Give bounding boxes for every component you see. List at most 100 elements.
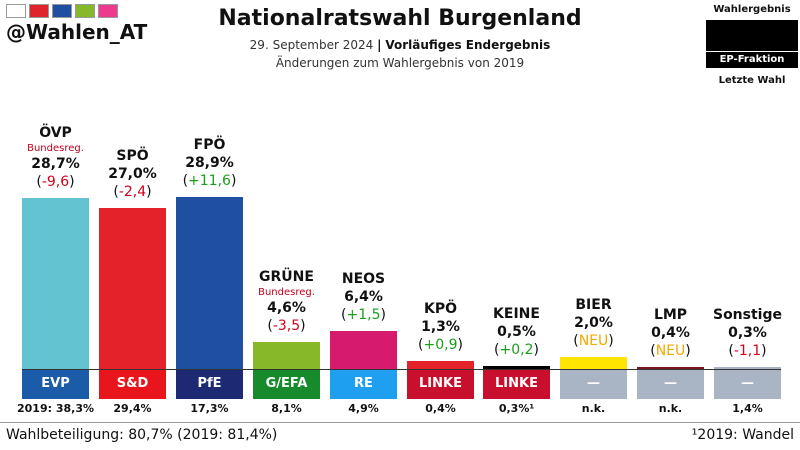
change-label: (-9,6) (6, 174, 106, 190)
change-label: (-3,5) (237, 318, 337, 334)
change-value: NEU (655, 342, 686, 359)
party-label: FPÖ (193, 136, 226, 153)
paren-close: ) (69, 173, 75, 190)
bar (407, 361, 474, 369)
last-election-label: n.k. (658, 402, 683, 415)
last-election-label: 17,3% (190, 402, 229, 415)
paren-close: ) (457, 337, 463, 354)
last-election-label: 29,4% (113, 402, 152, 415)
party-label: SPÖ (116, 147, 149, 164)
paren-open: ( (113, 183, 119, 200)
party-label: GRÜNE (259, 268, 314, 285)
change-label: (+1,5) (314, 307, 414, 323)
party-label: KPÖ (423, 301, 457, 318)
value-label: 6,4% (344, 288, 383, 305)
turnout-note: Wahlbeteiligung: 80,7% (2019: 81,4%) (6, 427, 278, 443)
party-label: KEINE (493, 306, 540, 323)
party-label: LMP (653, 306, 688, 323)
change-value: +0,9 (423, 337, 458, 354)
flag-icon (29, 4, 49, 18)
legend-last-label: Letzte Wahl (718, 75, 786, 86)
change-label: (-1,1) (698, 343, 798, 359)
flag-strip (6, 4, 118, 18)
paren-open: ( (36, 173, 42, 190)
change-label: (NEU) (544, 333, 644, 349)
paren-close: ) (300, 317, 306, 334)
bar (176, 196, 243, 369)
ep-group-box: PfE (176, 369, 243, 399)
legend-box: Wahlergebnis EP-Fraktion Letzte Wahl (706, 2, 798, 90)
bar (330, 330, 397, 369)
last-election-label: n.k. (581, 402, 606, 415)
bar (714, 367, 781, 369)
change-label: (+0,9) (391, 337, 491, 353)
last-election-label: 0,4% (425, 402, 456, 415)
change-label: (-2,4) (83, 184, 183, 200)
party-label: ÖVP (39, 124, 72, 141)
paren-open: ( (341, 306, 347, 323)
bar (637, 366, 704, 369)
bar (22, 197, 89, 369)
change-label: (+11,6) (160, 173, 260, 189)
flag-icon (6, 4, 26, 18)
party-label: Sonstige (712, 307, 782, 323)
chart-title: Nationalratswahl Burgenland (218, 6, 582, 31)
paren-open: ( (494, 342, 500, 359)
change-label: (+0,2) (467, 342, 567, 358)
bar (99, 207, 166, 369)
bar (483, 366, 550, 369)
flag-icon (52, 4, 72, 18)
ep-group-box: G/EFA (253, 369, 320, 399)
paren-open: ( (650, 342, 656, 359)
ep-group-box: LINKE (483, 369, 550, 399)
value-label: 0,4% (651, 324, 690, 341)
paren-close: ) (230, 172, 237, 189)
legend-swatch: EP-Fraktion (706, 20, 798, 68)
ep-group-box: LINKE (407, 369, 474, 399)
result-status: Vorläufiges Endergebnis (385, 38, 551, 52)
ep-group-box: — (637, 369, 704, 399)
bar (253, 341, 320, 369)
ep-group-box: RE (330, 369, 397, 399)
last-election-label: 2019: 38,3% (16, 402, 94, 415)
legend-ep-label: EP-Fraktion (706, 51, 798, 68)
last-election-label: 8,1% (271, 402, 302, 415)
chart-subtitle-changes: Änderungen zum Wahlergebnis von 2019 (275, 56, 525, 70)
value-label: 1,3% (421, 319, 460, 336)
legend-result-label: Wahlergebnis (713, 4, 791, 15)
last-election-label: 1,4% (732, 402, 763, 415)
last-election-label: 0,3%¹ (498, 402, 535, 415)
government-tag: Bundesreg. (258, 286, 315, 298)
footer-divider (0, 422, 800, 423)
value-label: 0,5% (497, 324, 536, 341)
change-value: NEU (578, 333, 609, 350)
government-tag: Bundesreg. (27, 142, 84, 154)
footnote: ¹2019: Wandel (691, 427, 794, 443)
last-election-label: 4,9% (348, 402, 379, 415)
value-label: 0,3% (728, 325, 767, 341)
paren-close: ) (685, 342, 691, 359)
change-value: +1,5 (346, 306, 381, 323)
paren-close: ) (380, 306, 386, 323)
ep-group-box: — (560, 369, 627, 399)
change-value: -1,1 (733, 343, 762, 359)
flag-icon (75, 4, 95, 18)
election-date: 29. September 2024 (249, 38, 374, 52)
party-label: BIER (575, 297, 612, 314)
change-value: -2,4 (118, 183, 147, 200)
account-handle: @Wahlen_AT (6, 20, 148, 44)
paren-close: ) (146, 183, 152, 200)
chart-subtitle: 29. September 2024 | Vorläufiges Enderge… (0, 38, 800, 52)
change-value: +11,6 (188, 172, 231, 189)
paren-open: ( (182, 172, 189, 189)
party-label: NEOS (341, 270, 386, 287)
value-label: 2,0% (574, 315, 613, 332)
bar (560, 357, 627, 369)
paren-open: ( (267, 317, 273, 334)
value-label: 28,9% (185, 154, 234, 171)
ep-group-box: EVP (22, 369, 89, 399)
value-label: 28,7% (31, 155, 80, 172)
paren-open: ( (728, 343, 734, 359)
change-value: -9,6 (41, 173, 70, 190)
